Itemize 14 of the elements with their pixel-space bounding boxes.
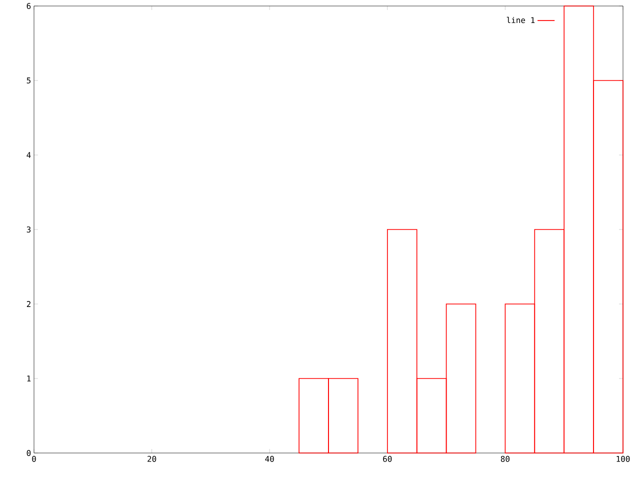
y-tick-label: 5 bbox=[26, 78, 30, 84]
x-tick-label: 80 bbox=[500, 456, 510, 462]
y-tick-label: 1 bbox=[27, 376, 31, 382]
y-tick-label: 2 bbox=[26, 301, 30, 307]
legend-label: line 1 bbox=[506, 16, 535, 24]
y-tick-label: 6 bbox=[26, 2, 31, 10]
y-tick-label: 3 bbox=[26, 226, 31, 233]
x-tick-label: 0 bbox=[32, 456, 36, 462]
x-tick-label: 60 bbox=[383, 456, 392, 462]
y-tick-label: 4 bbox=[26, 152, 31, 158]
y-tick-label: 0 bbox=[26, 450, 31, 456]
x-tick-label: 100 bbox=[616, 456, 630, 462]
x-tick-label: 20 bbox=[148, 456, 156, 462]
x-tick-label: 40 bbox=[265, 456, 274, 462]
